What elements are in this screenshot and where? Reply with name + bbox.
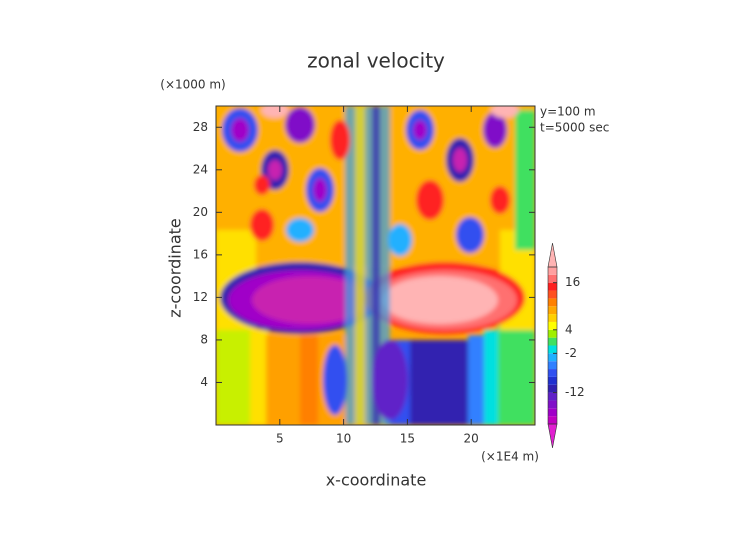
colorbar-band <box>548 337 557 346</box>
colorbar-band <box>548 298 557 307</box>
chart-title: zonal velocity <box>307 49 445 73</box>
colorbar-band <box>548 282 557 291</box>
y-axis-label: z-coordinate <box>166 218 185 318</box>
x-unit: (×1E4 m) <box>481 450 539 464</box>
colorbar-band <box>548 314 557 322</box>
colorbar-band <box>548 392 557 401</box>
colorbar-under <box>547 423 558 449</box>
y-tick-label: 16 <box>193 247 208 261</box>
x-tick-label: 20 <box>464 432 479 446</box>
colorbar-band <box>548 400 557 409</box>
colorbar-band <box>548 345 557 354</box>
y-tick-label: 28 <box>193 120 208 134</box>
colorbar-band <box>548 267 557 275</box>
colorbar-frame <box>547 266 558 425</box>
colorbar-band <box>548 384 557 393</box>
colorbar-band <box>548 290 557 299</box>
colorbar-tick-label: -2 <box>565 346 577 360</box>
colorbar-over <box>547 242 558 268</box>
colorbar-band <box>548 353 557 362</box>
annotation: t=5000 sec <box>540 121 609 135</box>
x-tick-label: 5 <box>276 432 284 446</box>
y-tick-label: 8 <box>200 332 208 346</box>
colorbar-band <box>548 369 557 377</box>
plot-frame <box>215 105 536 426</box>
y-tick-label: 20 <box>193 205 208 219</box>
colorbar-band <box>548 361 557 370</box>
y-tick-label: 12 <box>193 290 208 304</box>
colorbar-band <box>548 329 557 338</box>
y-tick-label: 4 <box>200 375 208 389</box>
y-tick-label: 24 <box>193 162 208 176</box>
colorbar-band <box>548 321 557 330</box>
axes: 5 10 15 20 4 8 12 16 20 24 28 <box>193 106 535 446</box>
colorbar-tick-label: 4 <box>565 322 573 336</box>
x-axis-label: x-coordinate <box>326 471 427 490</box>
colorbar: 16 4 -2 -12 <box>547 242 585 449</box>
colorbar-band <box>548 306 557 315</box>
contour-field <box>216 106 535 425</box>
annotation: y=100 m <box>540 105 596 119</box>
colorbar-tick-label: 16 <box>565 275 580 289</box>
x-tick-label: 10 <box>336 432 351 446</box>
x-tick-label: 15 <box>400 432 415 446</box>
colorbar-band <box>548 408 557 417</box>
colorbar-band <box>548 274 557 283</box>
y-unit: (×1000 m) <box>160 78 225 92</box>
colorbar-band <box>548 376 557 385</box>
colorbar-tick-label: -12 <box>565 385 585 399</box>
colorbar-band <box>548 416 557 424</box>
